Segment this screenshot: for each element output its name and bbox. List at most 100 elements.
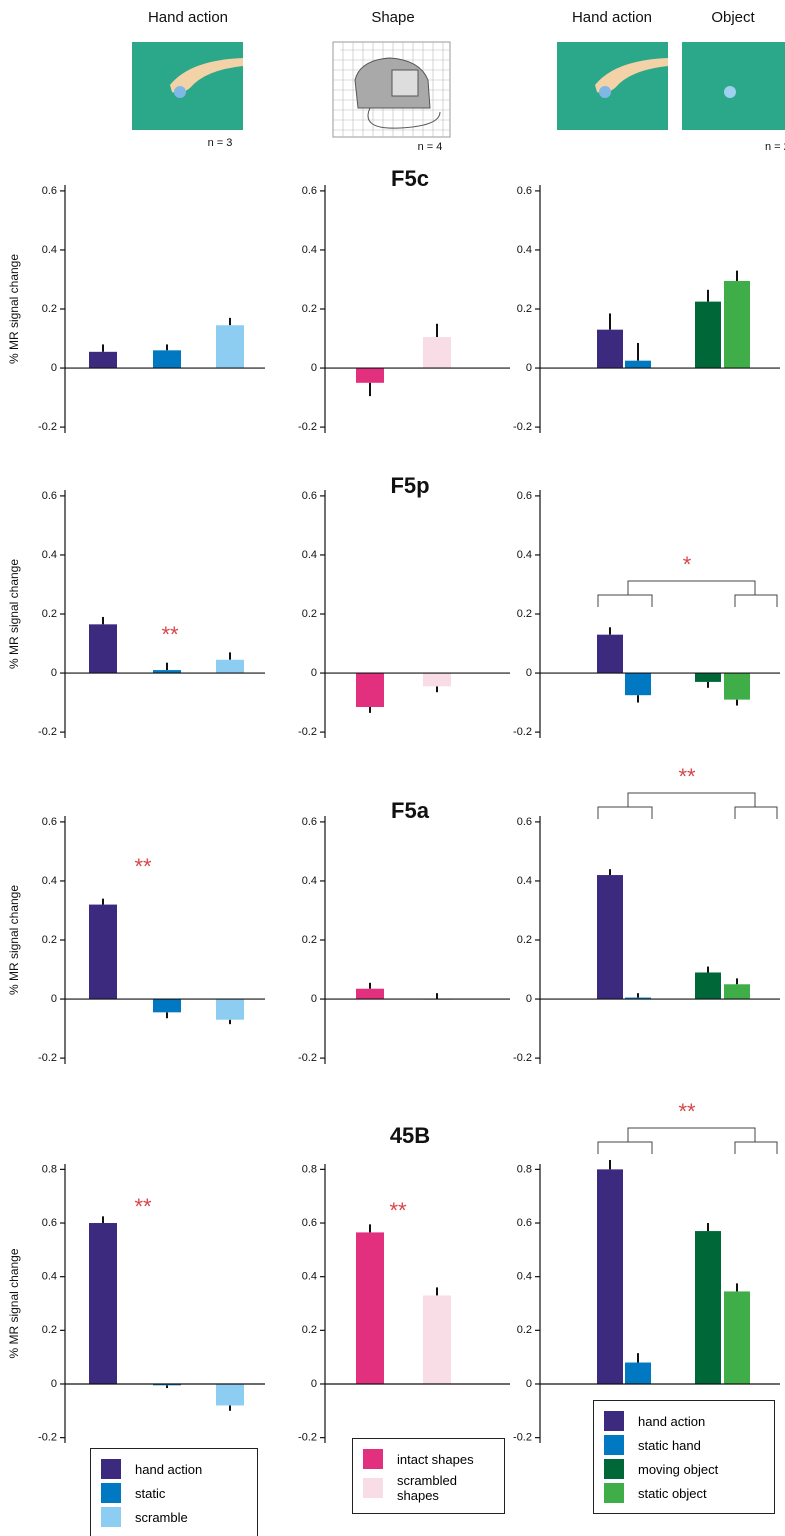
bar: [423, 337, 451, 369]
bar: [153, 1383, 181, 1386]
bar: [625, 673, 651, 696]
y-tick-label: -0.2: [38, 1432, 57, 1444]
y-tick-label: 0.6: [517, 185, 532, 197]
y-axis-label: % MR signal change: [7, 1248, 21, 1358]
significance: **: [678, 764, 696, 789]
bar: [625, 360, 651, 369]
y-axis-label: % MR signal change: [7, 559, 21, 669]
y-tick-label: 0: [51, 1378, 57, 1390]
column-label: Hand action: [148, 9, 228, 26]
row-title: F5p: [390, 473, 429, 498]
bar: [597, 329, 623, 369]
y-tick-label: 0: [526, 667, 532, 679]
legend-label: scramble: [135, 1509, 188, 1525]
y-tick-label: 0.6: [302, 1217, 317, 1229]
y-tick-label: 0.8: [42, 1163, 57, 1175]
y-tick-label: -0.2: [298, 1432, 317, 1444]
y-tick-label: 0.2: [42, 1324, 57, 1336]
y-tick-label: 0: [526, 362, 532, 374]
legend-label: static object: [638, 1485, 707, 1501]
y-tick-label: 0.4: [517, 875, 532, 887]
legend-item: static hand: [604, 1435, 764, 1455]
y-tick-label: 0: [51, 993, 57, 1005]
bar: [597, 634, 623, 674]
bar: [724, 280, 750, 369]
y-tick-label: 0.6: [42, 816, 57, 828]
legend-item: intact shapes: [363, 1449, 494, 1469]
y-tick-label: -0.2: [513, 1432, 532, 1444]
y-tick-label: -0.2: [298, 1052, 317, 1064]
stimulus-image: [682, 42, 785, 130]
y-tick-label: 0.4: [517, 549, 532, 561]
legend-item: scramble: [101, 1507, 247, 1527]
legend-swatch: [604, 1483, 624, 1503]
legend-label: hand action: [638, 1413, 706, 1429]
y-tick-label: -0.2: [38, 726, 57, 738]
stimulus-image: [557, 42, 668, 130]
y-tick-label: 0.4: [42, 875, 57, 887]
legend-swatch: [363, 1449, 383, 1469]
y-tick-label: 0: [311, 1378, 317, 1390]
legend-item: static object: [604, 1483, 764, 1503]
legend-label: hand action: [135, 1461, 203, 1477]
bar: [89, 904, 117, 1000]
y-tick-label: 0.4: [42, 549, 57, 561]
stimulus-image: [332, 41, 451, 138]
bar: [597, 875, 623, 1000]
sample-size: n = 3: [208, 137, 233, 149]
y-tick-label: -0.2: [513, 726, 532, 738]
sample-size: n = 2: [765, 141, 785, 153]
y-tick-label: 0.2: [517, 608, 532, 620]
bar: [356, 988, 384, 1000]
bar: [724, 1291, 750, 1384]
legend-swatch: [363, 1478, 383, 1498]
y-tick-label: 0.2: [517, 303, 532, 315]
bar: [89, 351, 117, 369]
column-label: Object: [711, 9, 755, 26]
y-tick-label: 0.2: [517, 1324, 532, 1336]
bar: [216, 659, 244, 674]
row-title: F5c: [391, 166, 429, 191]
bar: [625, 997, 651, 1000]
y-tick-label: 0.6: [42, 1217, 57, 1229]
y-tick-label: 0.6: [517, 490, 532, 502]
bar: [356, 368, 384, 383]
y-tick-label: 0.8: [302, 1163, 317, 1175]
y-tick-label: 0.6: [517, 816, 532, 828]
y-tick-label: 0: [526, 993, 532, 1005]
legend: hand action static scramble: [90, 1448, 258, 1536]
legend-label: static: [135, 1485, 166, 1501]
bar: [89, 1223, 117, 1384]
bar: [625, 1362, 651, 1384]
significance: *: [683, 552, 692, 577]
y-tick-label: 0.4: [42, 244, 57, 256]
y-tick-label: 0: [526, 1378, 532, 1390]
significance: **: [134, 854, 152, 879]
bar: [724, 673, 750, 700]
legend-item: static: [101, 1483, 247, 1503]
bar: [423, 673, 451, 687]
bar: [153, 670, 181, 674]
y-tick-label: 0.2: [517, 934, 532, 946]
y-tick-label: 0.6: [302, 185, 317, 197]
y-tick-label: 0.2: [302, 608, 317, 620]
bracket: [597, 1127, 778, 1154]
bracket: [597, 580, 778, 607]
legend-item: scrambled shapes: [363, 1473, 494, 1503]
column-label: Hand action: [572, 9, 652, 26]
column-label: Shape: [371, 9, 414, 26]
y-axis-label: % MR signal change: [7, 885, 21, 995]
legend-swatch: [604, 1459, 624, 1479]
y-tick-label: 0.4: [517, 244, 532, 256]
y-tick-label: 0.4: [517, 1271, 532, 1283]
bar: [216, 999, 244, 1020]
bar: [597, 1169, 623, 1384]
stimulus-image: [132, 42, 243, 130]
y-tick-label: 0.2: [42, 608, 57, 620]
bar: [695, 673, 721, 682]
y-tick-label: 0.6: [42, 185, 57, 197]
bar: [356, 673, 384, 707]
y-tick-label: 0.4: [302, 1271, 317, 1283]
